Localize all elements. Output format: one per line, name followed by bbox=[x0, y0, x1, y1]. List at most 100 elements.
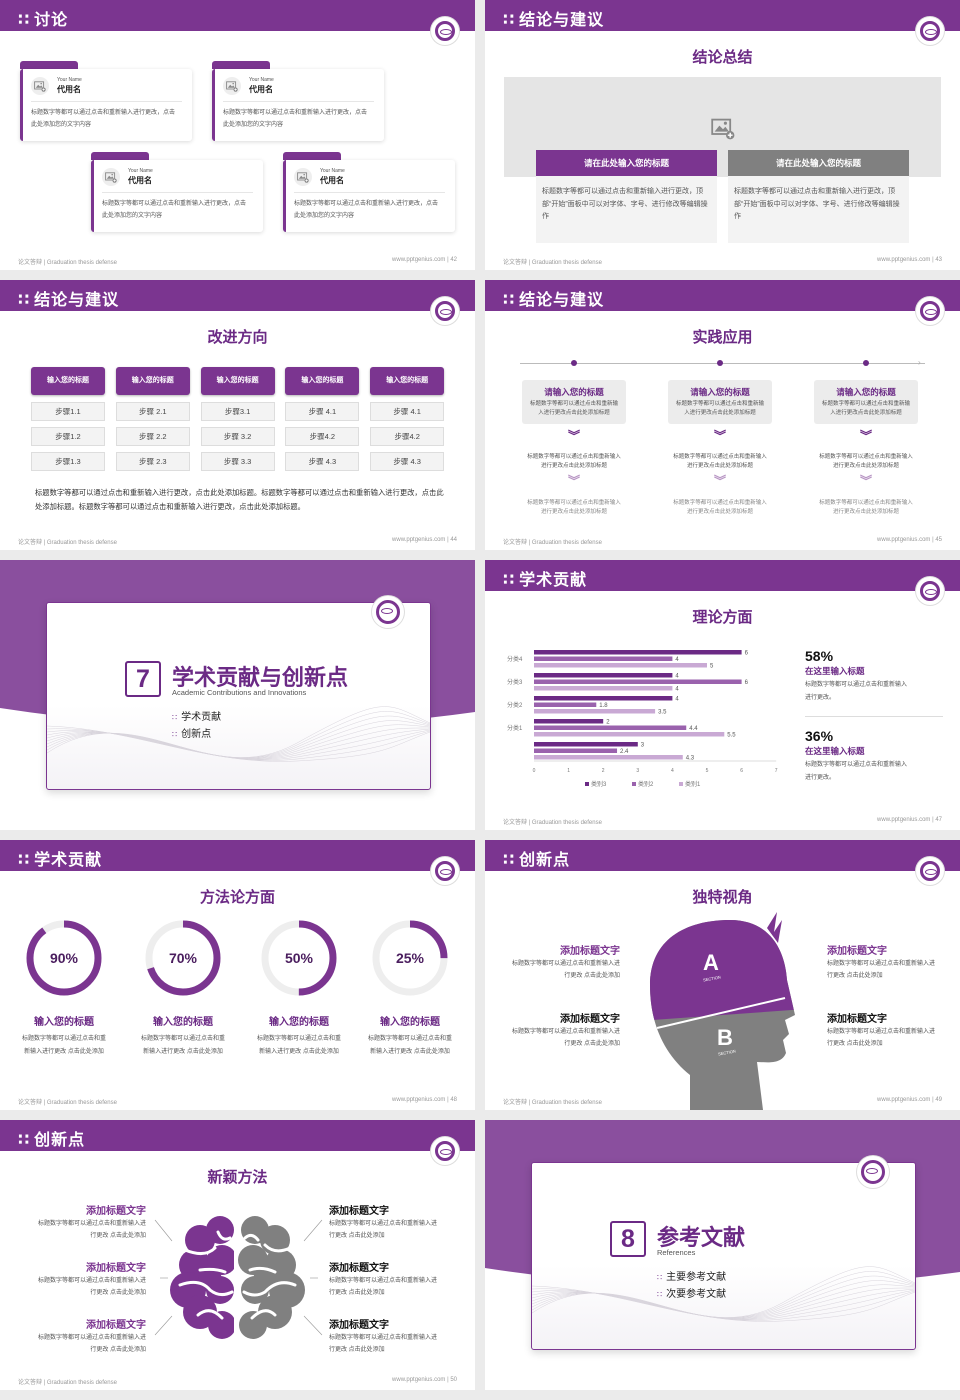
slide-46[interactable]: 论文答辩 | Graduation thesis defensewww.pptg… bbox=[0, 560, 475, 830]
ring-text: 标题数字等都可以通过点击和重新输入进行更改 点击此处添加 bbox=[257, 1036, 342, 1055]
connector-line bbox=[303, 1315, 323, 1336]
footer-separator: | bbox=[930, 257, 936, 263]
chevron-down-icon: ︾ bbox=[713, 474, 726, 488]
shape bbox=[714, 125, 729, 132]
card-tab bbox=[283, 152, 341, 160]
ring-fill bbox=[26, 920, 102, 996]
hair-spikes bbox=[767, 912, 782, 943]
card-text: 标题数字等都可以通过点击和重新输入进行更改，点击此处添加您的文字内容 bbox=[102, 201, 247, 219]
item-title: 添加标题文字 bbox=[827, 1014, 887, 1025]
brain-illustration bbox=[154, 1210, 323, 1345]
section-card bbox=[531, 1162, 916, 1350]
shape bbox=[40, 82, 42, 85]
category-label: 分类3 bbox=[507, 678, 523, 686]
university-logo bbox=[431, 1137, 459, 1165]
data-label: 6 bbox=[745, 651, 749, 657]
name-en: Your Name bbox=[128, 168, 153, 174]
footer-separator: | bbox=[930, 817, 936, 823]
profile-card[interactable]: Your Name 代用名 标题数字等都可以通过点击和重新输入进行更改，点击此处添加… bbox=[91, 160, 263, 232]
shape bbox=[232, 82, 234, 85]
data-label: 4 bbox=[675, 697, 679, 703]
slide-44[interactable]: ∷ 结论与建议 改进方向 论文答辩 | Graduation thesis defen… bbox=[0, 280, 475, 550]
brain-fold bbox=[263, 1243, 292, 1253]
profile-card[interactable]: Your Name 代用名 标题数字等都可以通过点击和重新输入进行更改，点击此处添加… bbox=[283, 160, 455, 232]
university-logo bbox=[916, 577, 944, 605]
slide-50[interactable]: ∷ 创新点 新颖方法 论文答辩 | Graduation thesis defense… bbox=[0, 1120, 475, 1390]
slide-43[interactable]: ∷ 结论与建议 结论总结 论文答辩 | Graduation thesis defen… bbox=[485, 0, 960, 270]
shape bbox=[723, 121, 727, 125]
slide-header: ∷ 学术贡献 bbox=[0, 840, 475, 871]
profile-card[interactable]: Your Name 代用名 标题数字等都可以通过点击和重新输入进行更改，点击此处添加… bbox=[212, 69, 384, 141]
step-text: 标题数字等都可以通过点击和重新输入进行更改点击此处添加标题 bbox=[675, 401, 764, 416]
connector-line bbox=[154, 1315, 173, 1336]
avatar bbox=[223, 77, 241, 95]
footer-left: 论文答辩 | Graduation thesis defense bbox=[503, 1100, 602, 1106]
slide-51[interactable]: 论文答辩 | Graduation thesis defensewww.pptg… bbox=[485, 1120, 960, 1390]
slide-49[interactable]: ∷ 创新点 独特视角 论文答辩 | Graduation thesis defense… bbox=[485, 840, 960, 1110]
brain-fold bbox=[250, 1309, 277, 1320]
column-title: 请在此处输入您的标题 bbox=[536, 150, 717, 176]
footer-left: 论文答辩 | Graduation thesis defense bbox=[18, 1380, 117, 1386]
shape bbox=[227, 84, 235, 88]
bar-chart: 6 4 5 分类4 4 6 4 分类3 4 1.8 3.5 分类2 2 4.4 5.5 分类1 3 2.4 4.3 0… bbox=[507, 650, 778, 788]
section-item-label: 学术贡献 bbox=[181, 712, 222, 723]
slide-45[interactable]: ∷ 结论与建议 实践应用 论文答辩 | Graduation thesis defen… bbox=[485, 280, 960, 550]
step-text-3: 标题数字等都可以通过点击和重新输入进行更改点击此处添加标题 bbox=[673, 500, 767, 515]
bar bbox=[534, 748, 618, 753]
header-title-text: 结论与建议 bbox=[519, 292, 605, 309]
item-title: 添加标题文字 bbox=[86, 1320, 146, 1331]
section-item[interactable]: ∷ 创新点 bbox=[172, 725, 211, 740]
data-label: 4 bbox=[675, 687, 679, 693]
bar bbox=[534, 686, 673, 691]
section-item[interactable]: ∷ 主要参考文献 bbox=[657, 1268, 726, 1283]
shape bbox=[297, 172, 308, 181]
column-header: 输入您的标题 bbox=[370, 367, 445, 395]
footer-left: 论文答辩 | Graduation thesis defense bbox=[503, 540, 602, 546]
slide-42[interactable]: ∷ 讨论 论文答辩 | Graduation thesis defense www.p… bbox=[0, 0, 475, 270]
header-title: ∷ 结论与建议 bbox=[503, 6, 604, 30]
header-title-text: 创新点 bbox=[519, 852, 571, 869]
step-text-2: 标题数字等都可以通过点击和重新输入进行更改点击此处添加标题 bbox=[819, 454, 913, 469]
brain-gap bbox=[234, 1210, 238, 1345]
wave-decoration bbox=[47, 706, 430, 762]
slide-48[interactable]: ∷ 学术贡献 方法论方面 论文答辩 | Graduation thesis defen… bbox=[0, 840, 475, 1110]
footer-separator: | bbox=[445, 537, 451, 543]
data-label: 3 bbox=[641, 743, 645, 749]
card-text: 标题数字等都可以通过点击和重新输入进行更改，点击此处添加您的文字内容 bbox=[294, 201, 439, 219]
footer-separator: | bbox=[445, 1377, 451, 1383]
footer-left: 论文答辩 | Graduation thesis defense bbox=[18, 260, 117, 266]
connector-line bbox=[303, 1219, 323, 1242]
footer-separator: | bbox=[445, 257, 451, 263]
step-box: 请输入您的标题 标题数字等都可以通过点击和重新输入进行更改点击此处添加标题 bbox=[522, 380, 626, 424]
stat-text: 标题数字等都可以通过点击和重新输入进行更改。 bbox=[805, 762, 908, 781]
chevron-down-icon: ︾ bbox=[859, 474, 872, 488]
brain-fold bbox=[183, 1246, 217, 1255]
bar bbox=[534, 673, 673, 678]
ring-title: 输入您的标题 bbox=[153, 1017, 213, 1028]
progress-ring bbox=[261, 920, 337, 996]
step-item: 步骤 3.2 bbox=[200, 427, 275, 446]
data-label: 5.5 bbox=[727, 733, 736, 739]
brain-fold bbox=[248, 1266, 277, 1274]
grid-dots-icon: ∷ bbox=[172, 713, 178, 722]
item-text: 标题数字等都可以通过点击和重新输入进行更改 点击此处添加 bbox=[37, 1278, 146, 1296]
stat-text: 标题数字等都可以通过点击和重新输入进行更改。 bbox=[805, 682, 908, 701]
divider bbox=[102, 192, 253, 193]
data-label: 4 bbox=[675, 674, 679, 680]
slide-47[interactable]: ∷ 学术贡献 理论方面 论文答辩 | Graduation thesis defens… bbox=[485, 560, 960, 830]
step-text-3: 标题数字等都可以通过点击和重新输入进行更改点击此处添加标题 bbox=[527, 500, 621, 515]
image-placeholder-icon bbox=[711, 118, 735, 140]
ring-text: 标题数字等都可以通过点击和重新输入进行更改 点击此处添加 bbox=[141, 1036, 226, 1055]
section-item[interactable]: ∷ 学术贡献 bbox=[172, 708, 221, 723]
avatar bbox=[31, 77, 49, 95]
timeline-dot bbox=[717, 360, 723, 366]
section-item[interactable]: ∷ 次要参考文献 bbox=[657, 1285, 726, 1300]
wave-line bbox=[47, 724, 430, 759]
page-number: 49 bbox=[935, 1097, 942, 1103]
footer-url: www.pptgenius.com bbox=[392, 1377, 446, 1383]
profile-card[interactable]: Your Name 代用名 标题数字等都可以通过点击和重新输入进行更改，点击此处添加… bbox=[20, 69, 192, 141]
grid-dots-icon: ∷ bbox=[503, 852, 516, 869]
bar bbox=[534, 732, 725, 737]
step-item: 步骤1.2 bbox=[31, 427, 105, 446]
page-number: 50 bbox=[450, 1377, 457, 1383]
